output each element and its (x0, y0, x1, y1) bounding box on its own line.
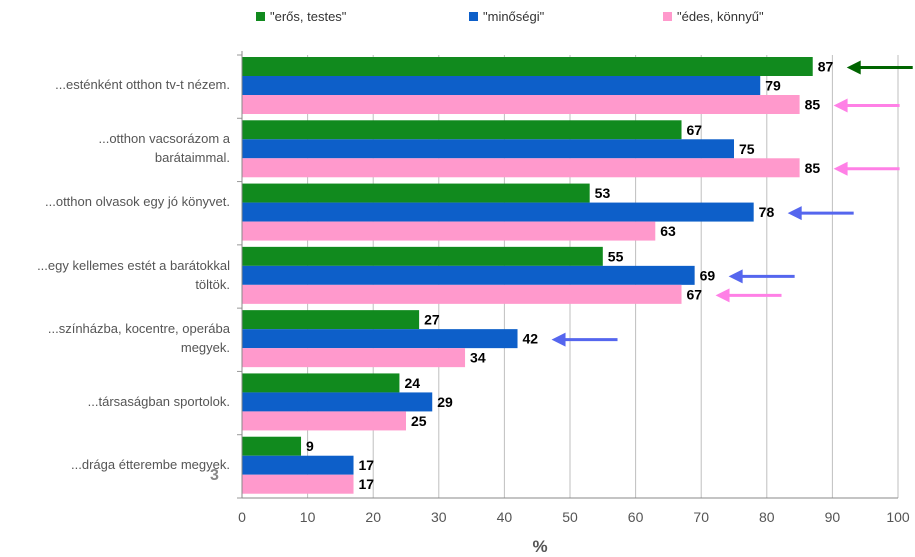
category-label: ...társaságban sportolok. (87, 393, 230, 409)
bar (242, 158, 800, 178)
data-label: 24 (404, 375, 420, 391)
data-label: 78 (759, 204, 775, 220)
legend: "erős, testes" "minőségi" "édes, könnyű" (0, 9, 915, 29)
bar (242, 474, 354, 494)
annotation-arrowhead (846, 60, 861, 75)
data-label: 17 (359, 476, 375, 492)
data-label: 75 (739, 141, 755, 157)
legend-swatch-pink (663, 12, 672, 21)
x-tick-label: 40 (497, 509, 513, 525)
annotation-arrowhead (787, 206, 802, 221)
x-tick-label: 20 (365, 509, 381, 525)
bar (242, 455, 354, 475)
legend-item-edes-konnyu: "édes, könnyű" (663, 9, 764, 24)
bar (242, 57, 813, 76)
data-label: 63 (660, 223, 676, 239)
annotation-arrowhead (715, 288, 730, 303)
data-label: 69 (700, 267, 716, 283)
category-label: ...otthon olvasok egy jó könyvet. (45, 194, 230, 210)
x-tick-label: 70 (693, 509, 709, 525)
data-label: 27 (424, 312, 440, 328)
category-label: ...drága étterembe megyek. (71, 456, 230, 472)
x-tick-label: 60 (628, 509, 644, 525)
data-label: 85 (805, 97, 821, 113)
data-label: 34 (470, 350, 486, 366)
legend-item-eros-testes: "erős, testes" (256, 9, 346, 24)
bar (242, 265, 695, 285)
annotation-arrowhead (833, 161, 848, 176)
bar (242, 202, 754, 222)
category-label: ...színházba, kocentre, operába megyek. (47, 320, 230, 355)
bar (242, 373, 400, 393)
legend-item-minosegi: "minőségi" (469, 9, 544, 24)
x-tick-label: 10 (300, 509, 316, 525)
x-tick-label: 0 (238, 509, 246, 525)
bar (242, 411, 406, 431)
bar (242, 284, 682, 304)
data-label: 53 (595, 185, 611, 201)
legend-swatch-green (256, 12, 265, 21)
bar (242, 310, 420, 330)
data-label: 9 (306, 438, 314, 454)
data-label: 17 (359, 457, 375, 473)
x-axis-title: % (532, 537, 547, 556)
data-label: 67 (687, 122, 703, 138)
stray-label: 3 (210, 467, 219, 484)
x-tick-label: 90 (825, 509, 841, 525)
bar (242, 221, 656, 241)
bar (242, 183, 590, 203)
annotation-arrowhead (551, 332, 566, 347)
bar (242, 95, 800, 114)
x-tick-label: 100 (886, 509, 910, 525)
bar (242, 246, 603, 266)
legend-label-eros-testes: "erős, testes" (270, 9, 347, 24)
data-label: 42 (523, 331, 539, 347)
annotation-arrowhead (728, 269, 743, 284)
x-tick-label: 80 (759, 509, 775, 525)
data-label: 79 (765, 78, 781, 94)
bar (242, 139, 734, 159)
bar (242, 120, 682, 140)
data-label: 25 (411, 413, 427, 429)
category-label: ...otthon vacsorázom a barátaimmal. (98, 130, 230, 165)
bar (242, 392, 433, 412)
bar (242, 348, 466, 368)
data-label: 87 (818, 59, 834, 75)
x-tick-label: 30 (431, 509, 447, 525)
annotation-arrowhead (833, 98, 848, 113)
bar (242, 76, 761, 95)
data-label: 29 (437, 394, 453, 410)
x-tick-label: 50 (562, 509, 578, 525)
bar (242, 436, 302, 456)
data-label: 67 (687, 286, 703, 302)
category-label: ...egy kellemes estét a barátokkal töltö… (37, 257, 230, 292)
legend-swatch-blue (469, 12, 478, 21)
data-label: 85 (805, 160, 821, 176)
legend-label-edes-konnyu: "édes, könnyű" (677, 9, 764, 24)
legend-label-minosegi: "minőségi" (483, 9, 545, 24)
bar (242, 329, 518, 349)
data-label: 55 (608, 248, 624, 264)
category-label: ...esténként otthon tv-t nézem. (55, 77, 230, 93)
